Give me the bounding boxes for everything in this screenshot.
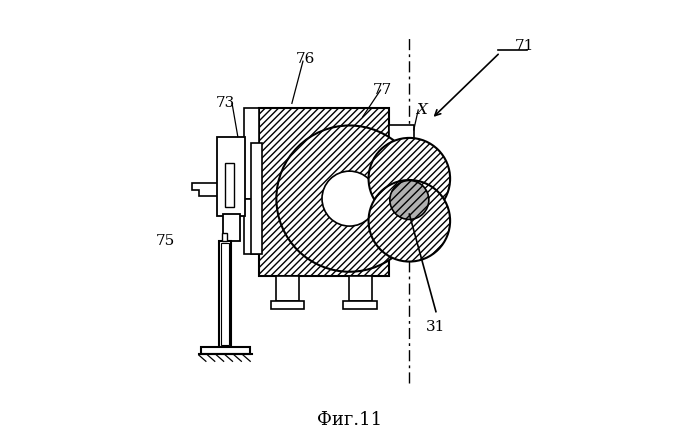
Bar: [217, 136, 245, 216]
Text: 76: 76: [296, 52, 315, 66]
Bar: [276, 276, 299, 301]
Bar: [222, 243, 229, 345]
Bar: [259, 108, 389, 276]
Polygon shape: [245, 108, 259, 198]
Circle shape: [368, 180, 450, 261]
Bar: [223, 214, 240, 241]
Circle shape: [322, 171, 377, 226]
Text: Фиг.11: Фиг.11: [317, 411, 382, 429]
Bar: [271, 301, 304, 309]
Circle shape: [368, 138, 450, 219]
Polygon shape: [192, 183, 219, 196]
Text: 77: 77: [373, 83, 392, 97]
Bar: [224, 163, 234, 207]
Bar: [343, 301, 377, 309]
Bar: [251, 143, 261, 254]
Bar: [222, 233, 227, 241]
Bar: [201, 347, 250, 354]
Text: X: X: [417, 103, 428, 117]
Text: 73: 73: [216, 96, 235, 110]
Bar: [219, 241, 231, 347]
Text: 75: 75: [156, 234, 175, 248]
Text: 71: 71: [515, 39, 534, 53]
Text: 31: 31: [426, 320, 446, 334]
Polygon shape: [245, 198, 259, 254]
Circle shape: [276, 125, 423, 272]
Bar: [349, 276, 372, 301]
Circle shape: [390, 181, 429, 219]
Bar: [389, 125, 414, 259]
